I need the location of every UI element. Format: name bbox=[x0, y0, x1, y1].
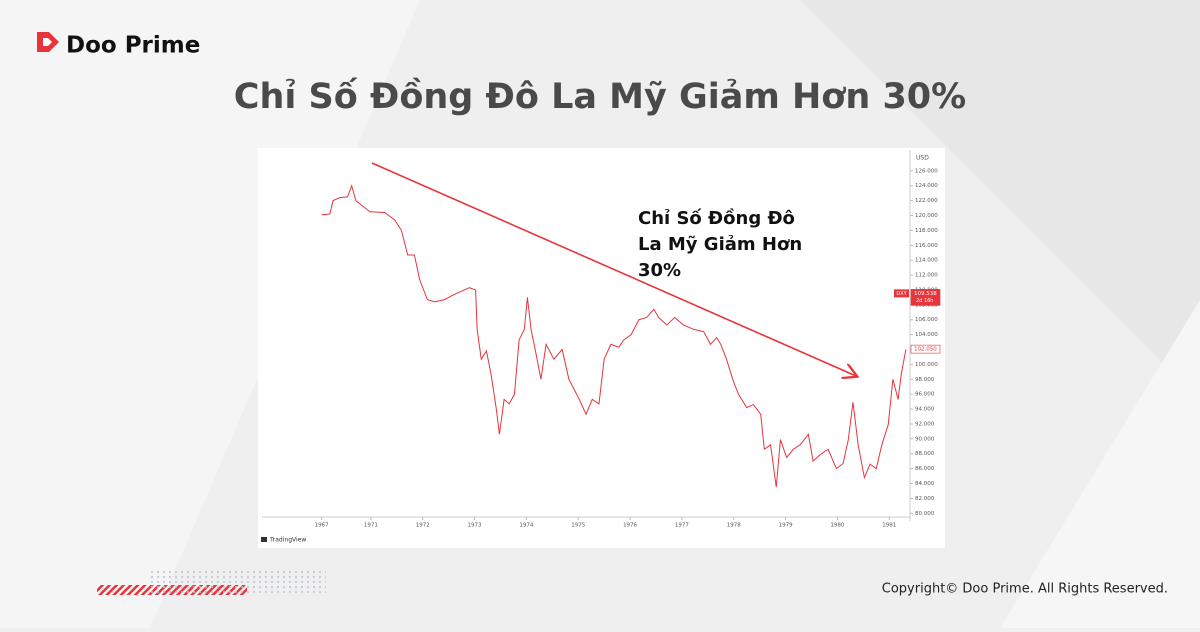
y-tick-label: 116.000 bbox=[915, 243, 938, 249]
x-tick-label: 1980 bbox=[830, 523, 844, 529]
x-tick-label: 1977 bbox=[675, 523, 689, 529]
x-tick-label: 1972 bbox=[416, 523, 430, 529]
x-tick-label: 1967 bbox=[315, 523, 329, 529]
y-tick-label: 118.000 bbox=[915, 228, 938, 234]
y-tick-label: 92.000 bbox=[915, 421, 935, 427]
y-tick-label: 106.000 bbox=[915, 317, 938, 323]
price-tag-box bbox=[910, 289, 941, 306]
currency-label: USD bbox=[916, 155, 929, 162]
y-tick-label: 124.000 bbox=[915, 183, 938, 189]
y-tick-label: 94.000 bbox=[915, 407, 935, 413]
price-tag-countdown: 2d 16h bbox=[916, 298, 933, 304]
copyright: Copyright© Doo Prime. All Rights Reserve… bbox=[882, 582, 1168, 597]
bg-shape bbox=[1000, 300, 1200, 628]
price-tag-name: DXY bbox=[896, 291, 907, 297]
chart: USD TradingView 80.000 82.000 84.000 86.000 88… bbox=[261, 150, 941, 544]
y-tick-label: 114.000 bbox=[915, 258, 938, 264]
y-tick-label: 82.000 bbox=[915, 496, 935, 502]
y-tick-label: 112.000 bbox=[915, 273, 938, 279]
y-tick-label: 84.000 bbox=[915, 481, 935, 487]
y-tick-label: 126.000 bbox=[915, 168, 938, 174]
y-tick-label: 120.000 bbox=[915, 213, 938, 219]
y-tick-label: 90.000 bbox=[915, 436, 935, 442]
y-tick-label: 104.000 bbox=[915, 332, 938, 338]
trend-arrow bbox=[371, 162, 856, 376]
y-tick-label: 98.000 bbox=[915, 377, 935, 383]
bg-shape bbox=[800, 0, 1200, 400]
source-logo bbox=[261, 537, 267, 542]
logo: Doo Prime bbox=[37, 32, 200, 59]
y-tick-label: 86.000 bbox=[915, 466, 935, 472]
price-tag-label: 102.050 bbox=[914, 347, 937, 353]
y-tick-label: 100.000 bbox=[915, 362, 938, 368]
x-tick-label: 1981 bbox=[882, 523, 896, 529]
x-tick-label: 1971 bbox=[364, 523, 378, 529]
headline: Chỉ Số Đồng Đô La Mỹ Giảm Hơn 30% bbox=[234, 76, 966, 117]
x-tick-label: 1973 bbox=[468, 523, 482, 529]
series-line bbox=[321, 184, 907, 488]
price-tag-label: 109.538 bbox=[914, 291, 937, 297]
x-tick-label: 1974 bbox=[519, 523, 533, 529]
x-tick-label: 1976 bbox=[623, 523, 637, 529]
y-tick-label: 88.000 bbox=[915, 451, 935, 457]
price-tag-box bbox=[910, 344, 941, 354]
brand: Doo Prime bbox=[66, 33, 200, 59]
decor-dots bbox=[150, 571, 326, 593]
logo-icon bbox=[43, 38, 52, 46]
y-tick-label: 80.000 bbox=[915, 511, 935, 517]
source-label: TradingView bbox=[269, 537, 306, 544]
y-tick-label: 122.000 bbox=[915, 198, 938, 204]
price-tag-name-box bbox=[894, 289, 909, 298]
x-tick-label: 1975 bbox=[571, 523, 585, 529]
annotation: Chỉ Số Đồng Đô La Mỹ Giảm Hơn 30% bbox=[638, 208, 803, 281]
y-tick-label: 96.000 bbox=[915, 392, 935, 398]
x-tick-label: 1979 bbox=[779, 523, 793, 529]
chart-card bbox=[258, 148, 945, 548]
x-tick-label: 1978 bbox=[727, 523, 741, 529]
